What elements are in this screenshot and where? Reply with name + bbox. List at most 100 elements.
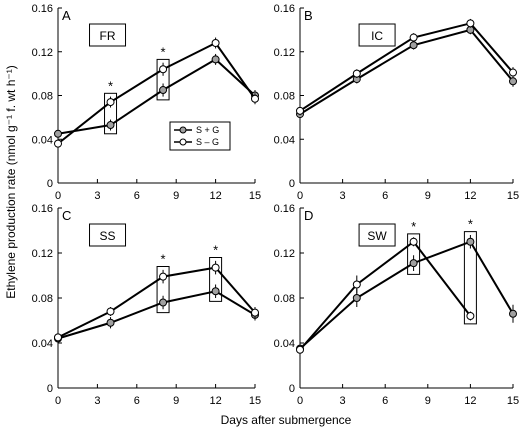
data-point [466,19,475,28]
panel-d: 0 0.04 0.08 0.12 0.16 0 3 6 9 12 15 D SW * * [274,203,520,407]
significance-box [104,92,118,135]
legend-label: S + G [196,125,219,135]
x-tick-label: 15 [249,190,261,202]
data-point [509,77,517,86]
data-point [54,333,62,342]
legend-label: S – G [196,137,219,147]
panel-b: 0 0.04 0.08 0.12 0.16 0 3 6 9 12 15 B IC [274,3,520,202]
y-tick-label: 0.12 [274,47,295,59]
data-point [159,272,168,281]
data-point [106,98,115,107]
x-tick-label: 3 [94,395,100,407]
series-line [299,240,472,351]
y-tick-label: 0.12 [32,248,53,260]
y-tick-label: 0 [289,383,295,395]
x-tick-label: 6 [134,395,140,407]
x-tick-label: 0 [297,395,303,407]
y-tick-label: 0.04 [274,338,295,350]
cultivar-label: FR [100,29,116,43]
x-tick-label: 9 [173,395,179,407]
y-tick-label: 0.16 [32,3,53,15]
data-point [54,139,62,148]
data-point [106,318,115,327]
panel-letter: C [62,208,71,223]
y-tick-label: 0 [47,383,53,395]
x-tick-label: 0 [55,395,61,407]
y-tick-label: 0.16 [274,203,295,215]
data-point [466,237,475,246]
series-line [299,22,514,112]
x-tick-label: 0 [297,190,303,202]
panel-letter: B [304,8,313,23]
legend-box [169,121,231,151]
x-axis-label: Days after submergence [221,413,352,427]
y-axis-label: Ethylene production rate (nmol g⁻¹ f. wt… [4,65,18,298]
y-tick-label: 0.04 [274,134,295,146]
y-tick-label: 0.08 [274,293,295,305]
cultivar-label-box [89,23,127,47]
cultivar-label-box [89,223,127,247]
significance-star: * [108,78,113,93]
y-tick-label: 0 [47,178,53,190]
data-point [409,259,418,268]
significance-box [209,257,223,302]
x-tick-label: 6 [134,190,140,202]
data-point [296,345,304,354]
legend-marker [179,126,187,134]
significance-box [156,58,170,101]
y-tick-label: 0.12 [274,248,295,260]
cultivar-label: IC [371,29,383,43]
data-point [251,94,259,103]
series-line [57,266,256,339]
x-tick-label: 9 [425,395,431,407]
x-tick-label: 12 [209,395,221,407]
data-point [106,307,115,316]
data-point [159,298,168,307]
x-tick-label: 3 [340,395,346,407]
x-tick-label: 6 [382,395,388,407]
x-tick-label: 12 [464,395,476,407]
y-tick-label: 0.12 [32,47,53,59]
data-point [409,33,418,42]
x-tick-label: 3 [340,190,346,202]
data-point [211,39,220,47]
y-tick-label: 0.08 [32,293,53,305]
y-tick-label: 0.16 [32,203,53,215]
data-point [54,129,62,138]
x-tick-label: 9 [425,190,431,202]
panel-letter: D [304,208,313,223]
y-tick-label: 0.08 [32,91,53,103]
x-tick-label: 12 [209,190,221,202]
significance-star: * [161,252,166,267]
panel-c: 0 0.04 0.08 0.12 0.16 0 3 6 9 12 15 C SS * * [32,203,262,407]
cultivar-label: SS [100,229,116,243]
significance-box [156,266,170,314]
data-point [106,121,115,130]
panel-a: 0 0.04 0.08 0.12 0.16 0 3 6 9 12 15 A FR * * S + G S – G [32,3,262,202]
data-point [509,309,517,318]
legend-marker [179,138,187,146]
data-point [352,69,361,78]
cultivar-label-box [358,23,396,47]
cultivar-label-box [358,223,396,247]
data-point [509,68,517,77]
data-point [466,312,475,320]
cultivar-label: SW [367,229,387,243]
x-tick-label: 15 [507,395,519,407]
data-point [211,55,220,64]
significance-star: * [468,217,473,232]
x-tick-label: 0 [55,190,61,202]
series-line [299,240,514,350]
series-line [57,290,256,340]
x-tick-label: 9 [173,190,179,202]
x-tick-label: 6 [382,190,388,202]
y-tick-label: 0 [289,178,295,190]
data-point [211,263,220,272]
data-point [159,65,168,74]
x-tick-label: 15 [249,395,261,407]
y-tick-label: 0.16 [274,3,295,15]
data-point [409,237,418,246]
x-tick-label: 3 [94,190,100,202]
significance-box [463,231,477,325]
y-tick-label: 0.08 [274,91,295,103]
